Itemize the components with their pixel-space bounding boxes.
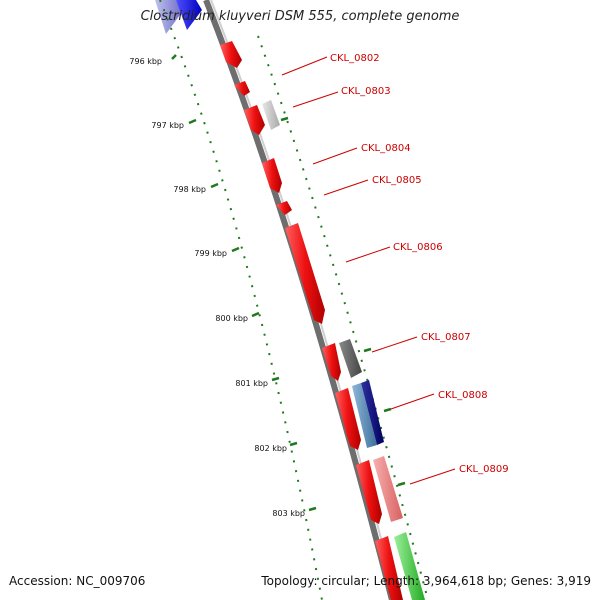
gene-feature-blue[interactable] bbox=[176, 0, 202, 30]
gene-labels: CKL_0802 CKL_0803 CKL_0804 CKL_0805 CKL_… bbox=[330, 53, 509, 475]
ruler-label: 803 kbp bbox=[272, 509, 305, 518]
gene-arrow[interactable] bbox=[361, 380, 384, 445]
gene-arrow[interactable] bbox=[373, 456, 403, 522]
ruler-tick: 796 kbp bbox=[129, 54, 177, 66]
gene-label[interactable]: CKL_0802 bbox=[330, 53, 380, 64]
ruler-tick: 798 kbp bbox=[173, 182, 219, 194]
gene-arrow[interactable] bbox=[356, 460, 382, 524]
ruler-tick: 801 kbp bbox=[235, 376, 280, 388]
ruler-label: 799 kbp bbox=[194, 249, 227, 258]
gene-arrow[interactable] bbox=[339, 339, 362, 378]
gene-label[interactable]: CKL_0806 bbox=[393, 242, 443, 253]
gene-arrow[interactable] bbox=[322, 343, 341, 381]
gene-arrow[interactable] bbox=[352, 383, 377, 448]
genes-forward-track bbox=[220, 41, 403, 600]
ruler-tick: 799 kbp bbox=[194, 246, 240, 258]
ruler-tick: 797 kbp bbox=[151, 118, 197, 130]
gene-feature-lavender[interactable] bbox=[155, 0, 182, 34]
accession-text: Accession: NC_009706 bbox=[9, 574, 146, 588]
ruler-tick: 803 kbp bbox=[272, 506, 317, 518]
gene-label[interactable]: CKL_0803 bbox=[341, 86, 391, 97]
map-title: Clostridium kluyveri DSM 555, complete g… bbox=[140, 9, 460, 24]
gene-arrow[interactable] bbox=[375, 536, 403, 600]
gene-label[interactable]: CKL_0809 bbox=[459, 464, 509, 475]
gene-arrow[interactable] bbox=[262, 158, 282, 193]
gene-arrow[interactable] bbox=[285, 223, 325, 324]
gene-arrow[interactable] bbox=[276, 201, 292, 215]
genome-info-text: Topology: circular; Length: 3,964,618 bp… bbox=[261, 574, 591, 588]
ruler-label: 800 kbp bbox=[215, 314, 248, 323]
ruler-tick: 802 kbp bbox=[254, 441, 298, 453]
gene-label[interactable]: CKL_0805 bbox=[372, 175, 422, 186]
gene-label[interactable]: CKL_0808 bbox=[438, 390, 488, 401]
ruler-tick: 800 kbp bbox=[215, 311, 260, 323]
ruler-label: 802 kbp bbox=[254, 444, 287, 453]
ruler: 796 kbp 797 kbp 798 kbp 799 kbp 800 kbp … bbox=[129, 54, 317, 518]
outer-ring-ticks bbox=[280, 116, 406, 487]
gene-arrow[interactable] bbox=[335, 388, 361, 450]
gene-label[interactable]: CKL_0804 bbox=[361, 143, 411, 154]
label-leaders bbox=[281, 56, 456, 485]
genes-reverse-track bbox=[262, 100, 425, 600]
inner-tick-guide bbox=[159, 0, 323, 600]
ruler-label: 801 kbp bbox=[235, 379, 268, 388]
ruler-label: 796 kbp bbox=[129, 57, 162, 66]
gene-arrow[interactable] bbox=[220, 41, 242, 68]
gene-arrow[interactable] bbox=[262, 100, 280, 130]
gene-label[interactable]: CKL_0807 bbox=[421, 332, 471, 343]
gene-arrow[interactable] bbox=[394, 532, 425, 600]
ruler-label: 798 kbp bbox=[173, 185, 206, 194]
gene-arrow[interactable] bbox=[244, 105, 265, 135]
ruler-label: 797 kbp bbox=[151, 121, 184, 130]
gene-arrow[interactable] bbox=[234, 81, 250, 96]
